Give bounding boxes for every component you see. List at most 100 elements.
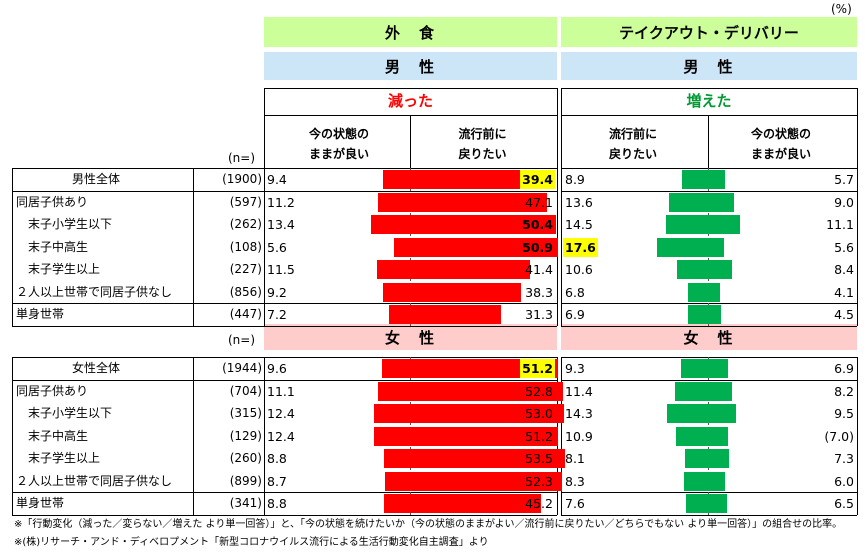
row-label: 末子学生以上: [28, 262, 101, 276]
row-label: 末子学生以上: [28, 451, 101, 465]
value-to-keep: 5.7: [834, 172, 854, 187]
bar-to-back: [674, 381, 708, 401]
value-to-back: 10.9: [565, 428, 593, 444]
bar-out-back: [410, 449, 566, 468]
grid-line: [561, 88, 857, 89]
value-out-keep: 5.6: [267, 239, 287, 255]
bar-out-keep: [382, 359, 410, 378]
bar-to-keep: [708, 282, 720, 302]
n-label-female: (n=): [228, 333, 256, 347]
bar-out-back: [410, 215, 557, 234]
row-label: 女性全体: [72, 361, 121, 375]
grid-line: [561, 303, 857, 304]
row-label: 末子小学生以下: [28, 406, 113, 420]
row-label: 末子中高生: [28, 239, 89, 254]
bar-out-back: [410, 305, 501, 324]
bar-to-keep: [708, 237, 725, 257]
row-label: ２人以上世帯で同居子供なし: [16, 284, 173, 299]
bar-out-keep: [377, 192, 410, 212]
value-out-back: 50.4: [522, 217, 553, 232]
bar-to-keep: [708, 359, 728, 378]
grid-line: [561, 115, 857, 116]
value-to-back: 8.1: [565, 451, 585, 466]
bar-to-keep: [708, 305, 722, 324]
bar-out-back: [410, 192, 547, 212]
grid-line: [561, 168, 562, 326]
bar-out-back: [410, 404, 564, 423]
value-out-back: 45.2: [525, 496, 553, 511]
value-out-keep: 11.1: [267, 383, 295, 399]
col-left-keep: 今の状態の ままが良い: [308, 127, 369, 161]
value-out-back: 53.0: [525, 406, 553, 421]
grid-line: [857, 88, 858, 168]
n-label-male: (n=): [228, 151, 256, 165]
value-to-keep: (7.0): [824, 428, 854, 444]
row-n: (129): [229, 428, 262, 443]
bar-out-keep: [389, 305, 410, 324]
bar-out-keep: [371, 215, 410, 234]
row-n: (704): [229, 383, 262, 398]
header-male-left: 男 性: [264, 52, 557, 80]
grid-line: [561, 168, 857, 169]
header-male-right: 男 性: [561, 52, 857, 80]
value-out-back: 39.4: [520, 170, 555, 189]
row-n: (262): [229, 217, 262, 231]
bar-out-keep: [393, 237, 410, 257]
bar-to-keep: [708, 449, 730, 468]
grid-line: [12, 357, 13, 515]
value-to-keep: 4.1: [834, 284, 854, 300]
bar-out-back: [410, 381, 564, 401]
bar-to-back: [684, 449, 708, 468]
bar-out-back: [410, 282, 522, 302]
bar-out-keep: [374, 426, 410, 446]
value-to-keep: 9.5: [834, 406, 854, 421]
grid-line: [561, 492, 857, 493]
grid-line: [561, 88, 562, 168]
bar-to-back: [676, 426, 708, 446]
footnote-2: ※(株)リサーチ・アンド・ディベロプメント「新型コロナウイルス流行による生活行動…: [14, 537, 489, 548]
value-to-back: 14.5: [565, 217, 593, 232]
bar-out-keep: [382, 170, 410, 189]
value-to-back: 6.9: [565, 307, 585, 322]
bar-out-back: [410, 260, 531, 279]
value-out-keep: 8.8: [267, 451, 287, 466]
value-to-keep: 6.0: [834, 473, 854, 489]
bar-to-back: [677, 260, 708, 279]
header-female-right: 女 性: [561, 324, 857, 350]
col-right-back: 流行前に 戻りたい: [608, 127, 657, 161]
bar-out-keep: [383, 282, 410, 302]
grid-line: [193, 357, 194, 515]
grid-line: [264, 88, 557, 89]
value-out-keep: 11.5: [267, 262, 295, 277]
bar-out-back: [410, 237, 558, 257]
row-n: (856): [229, 284, 262, 299]
bar-to-back: [685, 494, 708, 513]
row-label: 末子中高生: [28, 428, 89, 443]
value-out-back: 38.3: [525, 284, 553, 300]
bar-to-back: [681, 359, 708, 378]
row-n: (108): [229, 239, 262, 254]
value-to-back: 13.6: [565, 194, 593, 210]
value-out-keep: 9.6: [267, 361, 287, 376]
grid-line: [12, 357, 557, 358]
value-out-back: 51.2: [525, 428, 553, 444]
grid-line: [857, 168, 858, 326]
row-label: 単身世帯: [16, 307, 65, 321]
header-female-left: 女 性: [264, 324, 557, 350]
row-n: (227): [229, 262, 262, 276]
value-to-back: 7.6: [565, 496, 585, 511]
header-increased: 増えた: [686, 91, 732, 110]
value-out-keep: 8.7: [267, 473, 287, 489]
bar-to-keep: [708, 494, 727, 513]
value-to-keep: 4.5: [834, 307, 854, 322]
grid-line: [557, 88, 558, 168]
grid-line: [561, 379, 857, 381]
value-out-back: 52.3: [525, 473, 553, 489]
value-to-back: 17.6: [563, 237, 598, 257]
value-out-keep: 13.4: [267, 217, 295, 232]
value-to-back: 8.9: [565, 172, 585, 187]
grid-line: [264, 168, 265, 326]
row-n: (899): [229, 473, 262, 488]
value-to-keep: 6.9: [834, 361, 854, 376]
bar-to-keep: [708, 471, 726, 491]
